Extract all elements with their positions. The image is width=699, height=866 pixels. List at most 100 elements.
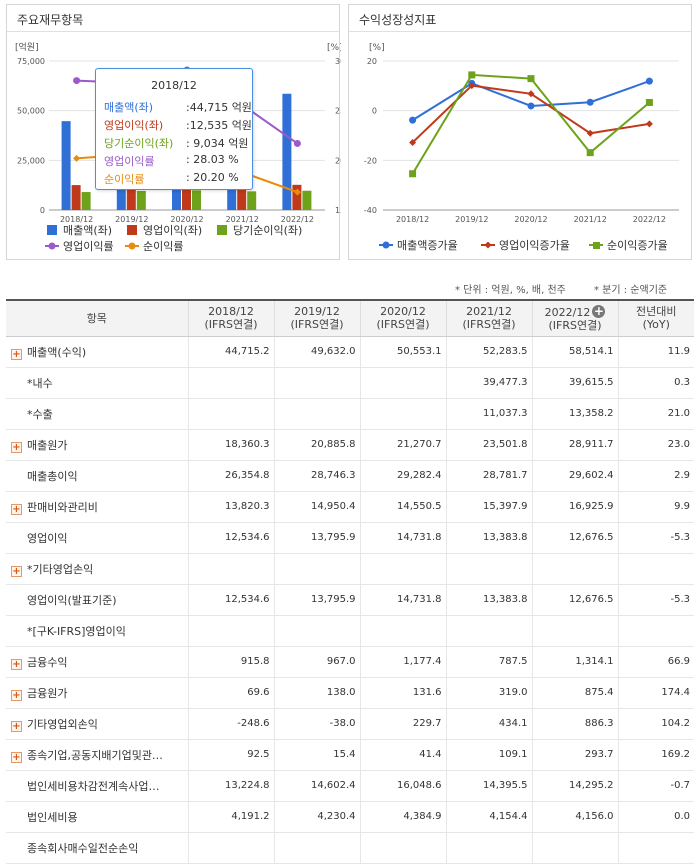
table-cell: 92.5 xyxy=(187,739,274,771)
point-순이익증가율[interactable] xyxy=(645,98,653,106)
row-label[interactable]: + *기타영업손익 xyxy=(6,553,188,585)
point-매출액증가율[interactable] xyxy=(645,77,653,85)
expand-plus-icon[interactable]: + xyxy=(11,658,22,670)
yoy-cell: 66.9 xyxy=(617,646,694,678)
row-label-text: 종속기업,공동지배기업및관… xyxy=(27,748,163,762)
row-label-text: 영업이익 xyxy=(27,531,68,545)
table-cell: 915.8 xyxy=(187,646,274,678)
legend-label[interactable]: 순이익증가율 xyxy=(607,239,668,252)
x-tick: 2019/12 xyxy=(455,215,488,224)
legend-label[interactable]: 매출액증가율 xyxy=(397,239,458,252)
header-period[interactable]: 2021/12 (IFRS연결) xyxy=(445,299,532,337)
row-label[interactable]: + 매출액(수익) xyxy=(6,336,188,368)
header-period[interactable]: 2018/12 (IFRS연결) xyxy=(187,299,274,337)
yoy-cell: 11.9 xyxy=(617,336,694,368)
bar-영업이익(좌)[interactable] xyxy=(292,184,302,210)
legend-label[interactable]: 당기순이익(좌) xyxy=(233,224,302,237)
yoy-cell xyxy=(617,832,694,864)
point-영업이익증가율[interactable] xyxy=(645,120,653,128)
bar-매출액(좌)[interactable] xyxy=(282,93,292,210)
yoy-cell: 104.2 xyxy=(617,708,694,740)
point-순이익증가율[interactable] xyxy=(586,149,594,157)
point-순이익증가율[interactable] xyxy=(468,71,476,79)
main-financial-items-panel: 주요재무항목 [억원][%]75,00050,00025,00003025201… xyxy=(6,4,341,260)
table-cell xyxy=(445,615,532,647)
table-cell: 14,602.4 xyxy=(273,770,360,802)
header-period[interactable]: 2020/12 (IFRS연결) xyxy=(359,299,446,337)
bar-당기순이익(좌)[interactable] xyxy=(247,191,257,210)
y-unit: [%] xyxy=(369,43,385,53)
bar-영업이익(좌)[interactable] xyxy=(126,182,136,210)
point-매출액증가율[interactable] xyxy=(409,116,417,124)
row-label[interactable]: + 판매비와관리비 xyxy=(6,491,188,523)
bar-영업이익(좌)[interactable] xyxy=(182,180,191,210)
point-순이익증가율[interactable] xyxy=(527,75,535,83)
legend-label[interactable]: 영업이익(좌) xyxy=(143,224,202,237)
unit-note: * 단위 : 억원, %, 배, 천주 xyxy=(455,285,566,296)
row-label[interactable]: + 종속기업,공동지배기업및관… xyxy=(6,739,188,771)
bar-당기순이익(좌)[interactable] xyxy=(81,192,91,210)
point-순이익률[interactable] xyxy=(73,154,81,162)
point-영업이익률[interactable] xyxy=(73,77,81,85)
row-label-text: 금융수익 xyxy=(27,655,68,669)
point-영업이익증가율[interactable] xyxy=(586,129,594,137)
add-column-icon[interactable]: + xyxy=(592,303,606,318)
expand-plus-icon[interactable]: + xyxy=(11,689,22,701)
expand-plus-icon[interactable]: + xyxy=(11,720,22,732)
bar-당기순이익(좌)[interactable] xyxy=(192,190,201,210)
table-cell: -248.6 xyxy=(187,708,274,740)
bar-당기순이익(좌)[interactable] xyxy=(136,190,146,210)
legend-label[interactable]: 영업이익증가율 xyxy=(499,239,570,252)
table-cell xyxy=(531,832,618,864)
table-cell xyxy=(531,553,618,585)
expand-plus-icon[interactable]: + xyxy=(11,751,22,763)
table-cell: 14,550.5 xyxy=(359,491,446,523)
table-cell: -38.0 xyxy=(273,708,360,740)
point-영업이익증가율[interactable] xyxy=(527,90,535,98)
point-매출액증가율[interactable] xyxy=(586,98,594,106)
point-영업이익증가율[interactable] xyxy=(409,138,417,146)
y-left-tick: 0 xyxy=(40,206,45,215)
point-영업이익증가율[interactable] xyxy=(468,82,476,90)
table-cell: 12,676.5 xyxy=(531,522,618,554)
point-영업이익률[interactable] xyxy=(293,139,301,147)
table-cell: 21,270.7 xyxy=(359,429,446,461)
expand-plus-icon[interactable]: + xyxy=(11,565,22,577)
point-매출액증가율[interactable] xyxy=(527,102,535,110)
legend-label[interactable]: 영업이익률 xyxy=(63,240,114,253)
table-cell: 14,950.4 xyxy=(273,491,360,523)
point-순이익률[interactable] xyxy=(293,188,301,196)
period-note: * 분기 : 순액기준 xyxy=(594,285,668,296)
table-cell: 18,360.3 xyxy=(187,429,274,461)
bar-당기순이익(좌)[interactable] xyxy=(302,190,312,210)
table-cell: 13,795.9 xyxy=(273,584,360,616)
bar-매출액(좌)[interactable] xyxy=(61,121,71,210)
table-cell: 293.7 xyxy=(531,739,618,771)
table-cell: 229.7 xyxy=(359,708,446,740)
header-yoy: 전년대비 (YoY) xyxy=(617,299,694,337)
y-right-tick: 15 xyxy=(335,206,341,215)
table-cell xyxy=(359,553,446,585)
row-label[interactable]: + 금융수익 xyxy=(6,646,188,678)
table-row: 종속회사매수일전순손익 xyxy=(6,832,694,864)
row-label[interactable]: + 매출원가 xyxy=(6,429,188,461)
expand-plus-icon[interactable]: + xyxy=(11,348,22,360)
expand-plus-icon[interactable]: + xyxy=(11,503,22,515)
header-period[interactable]: 2022/12 + (IFRS연결) xyxy=(531,299,618,337)
bar-영업이익(좌)[interactable] xyxy=(71,185,81,210)
row-label[interactable]: + 기타영업외손익 xyxy=(6,708,188,740)
tooltip-row: 당기순이익(좌): 9,034 억원 xyxy=(104,135,248,151)
yoy-cell: -0.7 xyxy=(617,770,694,802)
row-label[interactable]: + 금융원가 xyxy=(6,677,188,709)
yoy-cell: 21.0 xyxy=(617,398,694,430)
y-tick: -40 xyxy=(364,206,377,215)
legend-swatch xyxy=(47,225,57,235)
header-period[interactable]: 2019/12 (IFRS연결) xyxy=(273,299,360,337)
table-row: + 매출액(수익) 44,715.2 49,632.0 50,553.1 52,283.5… xyxy=(6,336,694,368)
legend-label[interactable]: 순이익률 xyxy=(143,240,183,253)
legend-label[interactable]: 매출액(좌) xyxy=(63,224,112,237)
point-순이익증가율[interactable] xyxy=(409,170,417,178)
expand-plus-icon[interactable]: + xyxy=(11,441,22,453)
table-row: + 금융수익 915.8 967.0 1,177.4 787.5 1,314.1 66.9 xyxy=(6,646,694,678)
bar-영업이익(좌)[interactable] xyxy=(237,183,247,210)
